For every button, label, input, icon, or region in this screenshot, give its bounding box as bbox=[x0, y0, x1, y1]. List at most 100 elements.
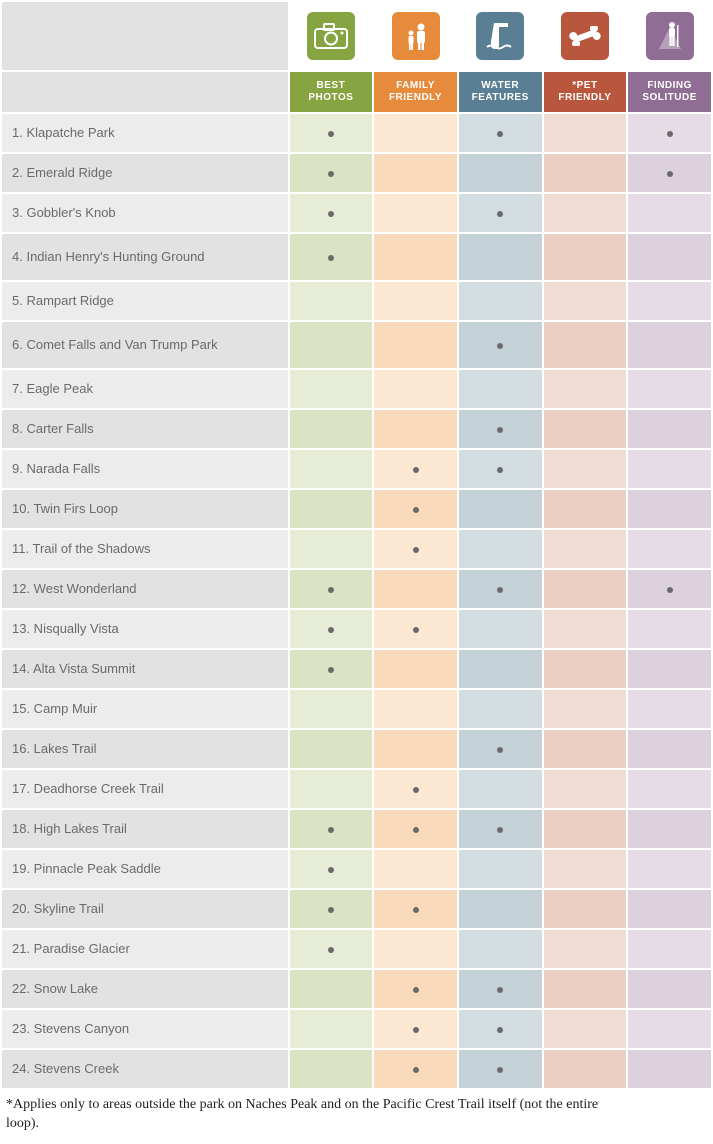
mark-pet bbox=[544, 650, 627, 688]
dot-icon bbox=[497, 1027, 503, 1033]
mark-water bbox=[459, 730, 542, 768]
mark-pet bbox=[544, 1010, 627, 1048]
mark-water bbox=[459, 490, 542, 528]
trail-name: 10. Twin Firs Loop bbox=[2, 490, 288, 528]
mark-best_photos bbox=[290, 490, 373, 528]
table-row: 3. Gobbler's Knob bbox=[2, 194, 711, 232]
table-row: 16. Lakes Trail bbox=[2, 730, 711, 768]
mark-best_photos bbox=[290, 450, 373, 488]
mark-solitude bbox=[628, 890, 711, 928]
header-blank bbox=[2, 2, 288, 70]
dot-icon bbox=[413, 507, 419, 513]
mark-solitude bbox=[628, 410, 711, 448]
mark-best_photos bbox=[290, 690, 373, 728]
category-icon-water bbox=[459, 2, 542, 70]
mark-best_photos bbox=[290, 970, 373, 1008]
dot-icon bbox=[497, 467, 503, 473]
trail-name: 18. High Lakes Trail bbox=[2, 810, 288, 848]
category-label-solitude: FINDINGSOLITUDE bbox=[628, 72, 711, 112]
mark-water bbox=[459, 570, 542, 608]
dot-icon bbox=[413, 467, 419, 473]
mark-best_photos bbox=[290, 1050, 373, 1088]
mark-solitude bbox=[628, 930, 711, 968]
mark-pet bbox=[544, 114, 627, 152]
dot-icon bbox=[497, 343, 503, 349]
dot-icon bbox=[328, 255, 334, 261]
trail-name: 4. Indian Henry's Hunting Ground bbox=[2, 234, 288, 280]
mark-family bbox=[374, 194, 457, 232]
mark-best_photos bbox=[290, 410, 373, 448]
mark-family bbox=[374, 490, 457, 528]
mark-pet bbox=[544, 970, 627, 1008]
table-row: 24. Stevens Creek bbox=[2, 1050, 711, 1088]
mark-family bbox=[374, 1050, 457, 1088]
mark-pet bbox=[544, 410, 627, 448]
trail-name: 7. Eagle Peak bbox=[2, 370, 288, 408]
dot-icon bbox=[413, 627, 419, 633]
mark-family bbox=[374, 770, 457, 808]
footnote: *Applies only to areas outside the park … bbox=[0, 1090, 640, 1144]
mark-family bbox=[374, 370, 457, 408]
mark-family bbox=[374, 690, 457, 728]
mark-pet bbox=[544, 770, 627, 808]
mark-pet bbox=[544, 1050, 627, 1088]
mark-family bbox=[374, 850, 457, 888]
mark-solitude bbox=[628, 1050, 711, 1088]
mark-best_photos bbox=[290, 370, 373, 408]
mark-water bbox=[459, 194, 542, 232]
trail-name: 24. Stevens Creek bbox=[2, 1050, 288, 1088]
table-row: 19. Pinnacle Peak Saddle bbox=[2, 850, 711, 888]
dot-icon bbox=[328, 211, 334, 217]
dot-icon bbox=[497, 827, 503, 833]
dot-icon bbox=[413, 1027, 419, 1033]
mark-pet bbox=[544, 282, 627, 320]
trail-name: 19. Pinnacle Peak Saddle bbox=[2, 850, 288, 888]
mark-water bbox=[459, 850, 542, 888]
mark-pet bbox=[544, 490, 627, 528]
mark-best_photos bbox=[290, 114, 373, 152]
mark-best_photos bbox=[290, 650, 373, 688]
mark-pet bbox=[544, 930, 627, 968]
mark-solitude bbox=[628, 850, 711, 888]
mark-water bbox=[459, 370, 542, 408]
mark-best_photos bbox=[290, 194, 373, 232]
trail-name: 8. Carter Falls bbox=[2, 410, 288, 448]
mark-pet bbox=[544, 322, 627, 368]
mark-water bbox=[459, 810, 542, 848]
mark-solitude bbox=[628, 570, 711, 608]
trail-name: 22. Snow Lake bbox=[2, 970, 288, 1008]
table-row: 4. Indian Henry's Hunting Ground bbox=[2, 234, 711, 280]
table-row: 11. Trail of the Shadows bbox=[2, 530, 711, 568]
dot-icon bbox=[328, 131, 334, 137]
dot-icon bbox=[328, 667, 334, 673]
dot-icon bbox=[667, 587, 673, 593]
dot-icon bbox=[497, 987, 503, 993]
dot-icon bbox=[413, 1067, 419, 1073]
dot-icon bbox=[328, 827, 334, 833]
dot-icon bbox=[328, 867, 334, 873]
mark-pet bbox=[544, 234, 627, 280]
mark-pet bbox=[544, 154, 627, 192]
mark-water bbox=[459, 450, 542, 488]
mark-water bbox=[459, 530, 542, 568]
mark-pet bbox=[544, 850, 627, 888]
trail-features-table: BESTPHOTOSFAMILYFRIENDLYWATERFEATURES*PE… bbox=[0, 0, 713, 1144]
mark-water bbox=[459, 970, 542, 1008]
mark-water bbox=[459, 234, 542, 280]
mark-pet bbox=[544, 570, 627, 608]
hiker-icon bbox=[646, 12, 694, 60]
mark-water bbox=[459, 930, 542, 968]
dot-icon bbox=[667, 131, 673, 137]
mark-best_photos bbox=[290, 890, 373, 928]
mark-family bbox=[374, 730, 457, 768]
mark-family bbox=[374, 930, 457, 968]
mark-best_photos bbox=[290, 570, 373, 608]
category-icon-family bbox=[374, 2, 457, 70]
trail-name: 14. Alta Vista Summit bbox=[2, 650, 288, 688]
mark-family bbox=[374, 570, 457, 608]
mark-solitude bbox=[628, 322, 711, 368]
trail-name: 23. Stevens Canyon bbox=[2, 1010, 288, 1048]
table-row: 12. West Wonderland bbox=[2, 570, 711, 608]
table-row: 7. Eagle Peak bbox=[2, 370, 711, 408]
mark-pet bbox=[544, 370, 627, 408]
